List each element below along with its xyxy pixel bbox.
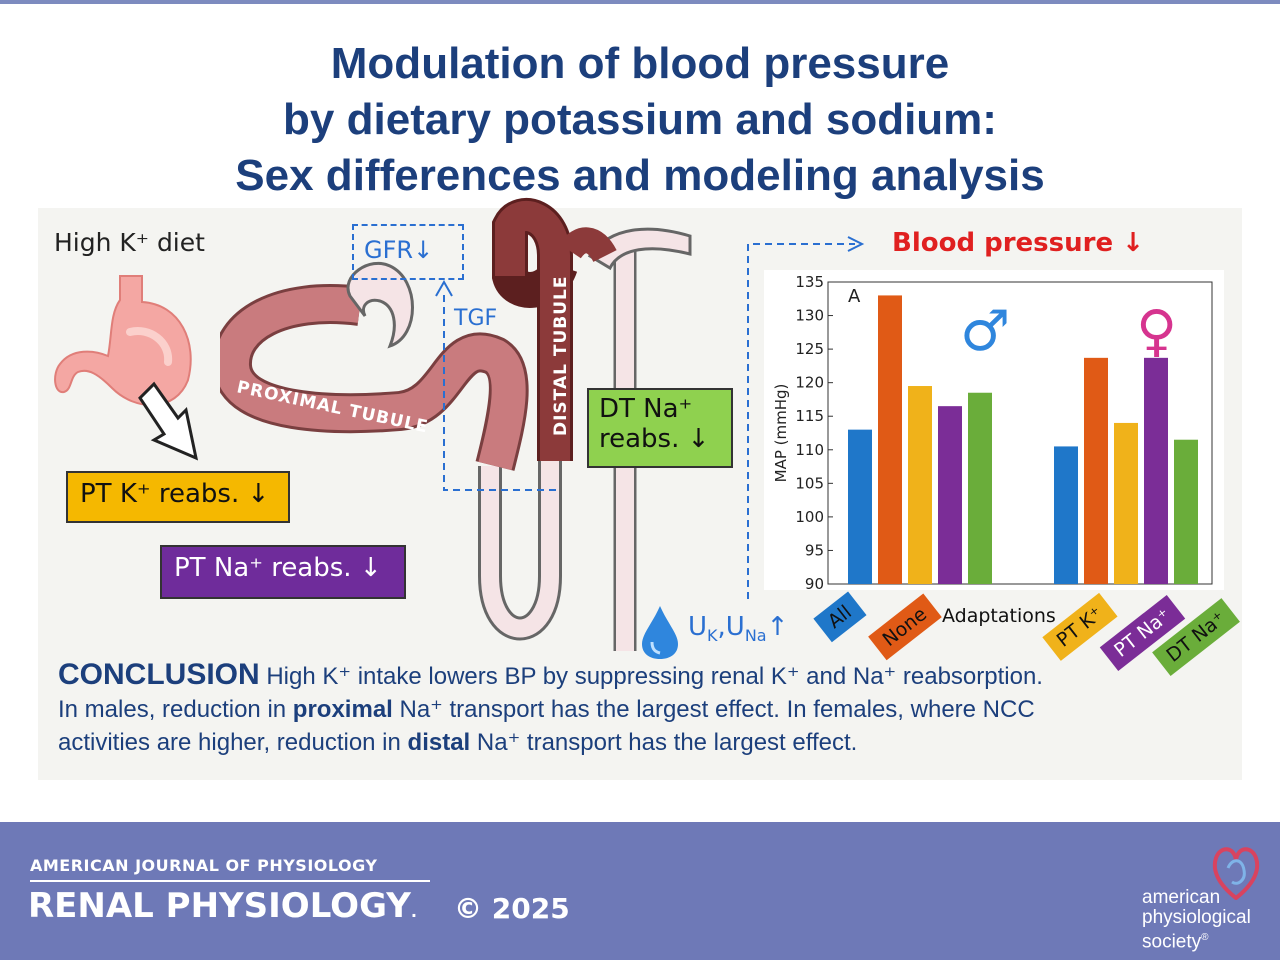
distal-tubule-label: DISTAL TUBULE [551,276,571,436]
pt-k-reabs-box: PT K⁺ reabs. ↓ [66,471,290,523]
bar-0-0 [848,429,872,584]
tgf-label: TGF [454,306,498,331]
down-arrow-icon [138,381,199,461]
bar-0-3 [938,406,962,584]
pt-na-reabs-box: PT Na⁺ reabs. ↓ [160,545,406,599]
y-tick-label-1: 95 [805,541,824,559]
stomach-illustration [54,275,199,461]
top-rule [0,0,1280,4]
journal-rule [30,880,430,882]
journal-footer: AMERICAN JOURNAL OF PHYSIOLOGY RENAL PHY… [0,822,1280,960]
bar-1-0 [1054,446,1078,584]
title-line-1: Modulation of blood pressure [330,39,950,88]
high-k-diet-label: High K⁺ diet [54,228,205,257]
bp-arrow [747,236,865,599]
y-tick-label-7: 125 [795,340,824,358]
journal-line: AMERICAN JOURNAL OF PHYSIOLOGY [30,856,378,875]
page-title: Modulation of blood pressure by dietary … [0,36,1280,204]
map-bar-chart: 90 95 100 105 110 115 120 125 130 135 MAP (mmHg) A ♂… [764,270,1224,590]
nephron-illustration: PROXIMAL TUBULE DISTAL TUBULE [220,198,692,651]
y-tick-label-5: 115 [795,407,824,425]
bar-1-2 [1114,422,1138,584]
blood-pressure-label: Blood pressure ↓ [892,228,1144,258]
male-symbol-icon: ♂ [960,299,1010,364]
droplet-icon [642,606,678,659]
tgf-feedback-arrow [435,280,556,491]
dt-na-reabs-box: DT Na⁺ reabs. ↓ [587,388,733,468]
adaptations-label: Adaptations [942,605,1056,627]
bar-1-4 [1174,439,1198,584]
y-tick-label-8: 130 [795,307,824,325]
bar-0-1 [878,295,902,584]
conclusion-heading: CONCLUSION [58,658,260,691]
panel-label: A [848,286,861,307]
y-tick-label-6: 120 [795,374,824,392]
title-line-2: by dietary potassium and sodium: [283,95,997,144]
dt-na-line-1: DT Na⁺ [599,394,693,424]
y-tick-label-9: 135 [795,273,824,291]
bar-0-4 [968,392,992,584]
urine-output-label: UK,UNa↑ [688,612,789,646]
y-tick-label-3: 105 [795,474,824,492]
copyright: © 2025 [454,892,570,925]
conclusion-text: CONCLUSION High K⁺ intake lowers BP by s… [58,658,1043,756]
y-tick-label-4: 110 [795,441,824,459]
gfr-box: GFR↓ [352,224,464,280]
y-tick-label-0: 90 [805,575,824,590]
stomach-icon [54,275,192,407]
female-symbol-icon: ♀ [1136,299,1177,364]
bar-1-3 [1144,357,1168,584]
society-name: american physiological society® [1142,887,1251,953]
gfr-label: GFR↓ [364,236,434,264]
bar-0-2 [908,386,932,584]
society-logo-icon [1212,847,1260,900]
dt-na-line-2: reabs. ↓ [599,424,710,454]
y-tick-label-2: 100 [795,508,824,526]
title-line-3: Sex differences and modeling analysis [235,151,1045,200]
bar-1-1 [1084,357,1108,584]
journal-name: RENAL PHYSIOLOGY. [28,886,417,926]
y-axis-label: MAP (mmHg) [772,384,790,483]
